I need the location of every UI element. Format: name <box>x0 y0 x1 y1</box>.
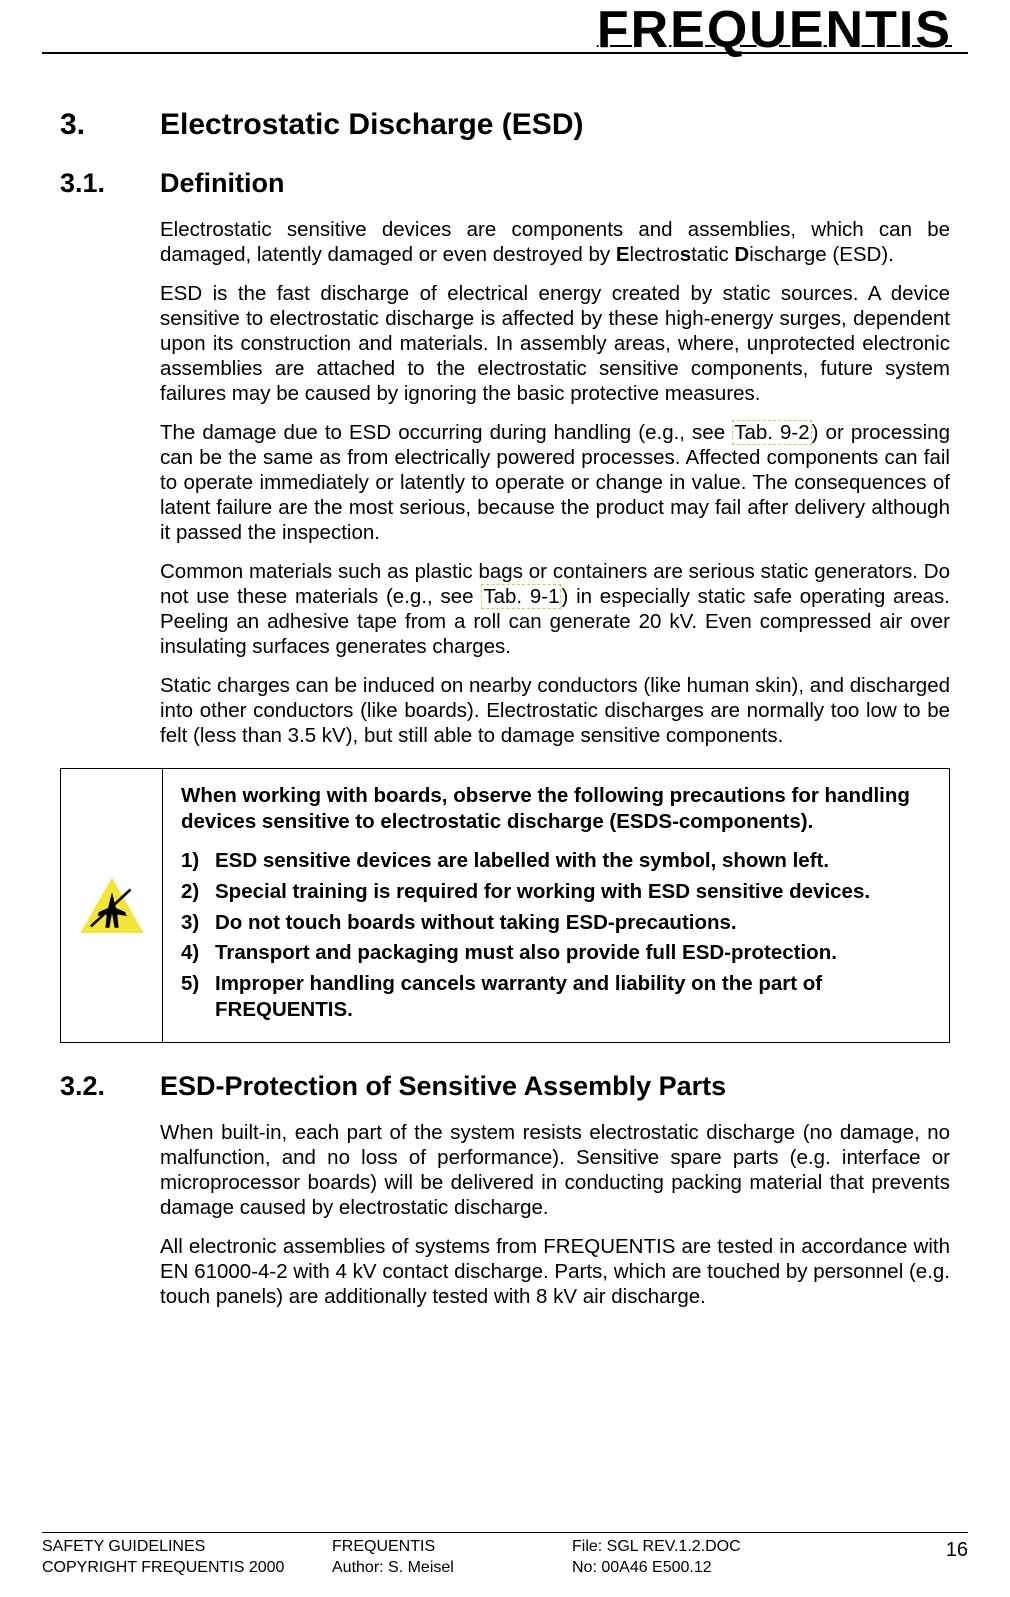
footer-copyright: COPYRIGHT FREQUENTIS 2000 <box>42 1558 332 1579</box>
subsection-32-number: 3.2. <box>60 1071 160 1102</box>
footer-file: File: SGL REV.1.2.DOC <box>572 1537 862 1558</box>
section-heading: 3. Electrostatic Discharge (ESD) <box>60 108 950 142</box>
subsection-32-title: ESD-Protection of Sensitive Assembly Par… <box>160 1071 726 1102</box>
esd-warning-text: When working with boards, observe the fo… <box>163 769 949 1042</box>
page-footer: SAFETY GUIDELINES COPYRIGHT FREQUENTIS 2… <box>42 1532 968 1579</box>
esd-warning-icon-cell <box>61 769 163 1042</box>
esd-warning-item: ESD sensitive devices are labelled with … <box>181 848 931 875</box>
footer-doc-title: SAFETY GUIDELINES <box>42 1537 332 1558</box>
footer-page-number: 16 <box>862 1537 968 1563</box>
para-protection-2: All electronic assemblies of systems fro… <box>160 1234 950 1309</box>
esd-warning-item: Transport and packaging must also provid… <box>181 940 931 967</box>
esd-warning-list: ESD sensitive devices are labelled with … <box>181 848 931 1024</box>
para-protection-1: When built-in, each part of the system r… <box>160 1120 950 1220</box>
ref-tab-9-1[interactable]: Tab. 9-1 <box>481 584 561 609</box>
footer-docno: No: 00A46 E500.12 <box>572 1558 862 1579</box>
subsection-31-title: Definition <box>160 168 284 199</box>
para-definition-2: ESD is the fast discharge of electrical … <box>160 281 950 406</box>
content-area: 3. Electrostatic Discharge (ESD) 3.1. De… <box>60 108 950 1323</box>
para-definition-5: Static charges can be induced on nearby … <box>160 673 950 748</box>
section-title: Electrostatic Discharge (ESD) <box>160 108 583 142</box>
esd-warning-box: When working with boards, observe the fo… <box>60 768 950 1043</box>
esd-warning-item: Do not touch boards without taking ESD-p… <box>181 910 931 937</box>
section-number: 3. <box>60 108 160 142</box>
subsection-31-heading: 3.1. Definition <box>60 168 950 199</box>
esd-warning-item: Improper handling cancels warranty and l… <box>181 971 931 1024</box>
esd-warning-item: Special training is required for working… <box>181 879 931 906</box>
header-rule <box>42 52 968 54</box>
footer-author: Author: S. Meisel <box>332 1558 572 1579</box>
para-definition-1: Electrostatic sensitive devices are comp… <box>160 217 950 267</box>
para-definition-4: Common materials such as plastic bags or… <box>160 559 950 659</box>
ref-tab-9-2[interactable]: Tab. 9-2 <box>732 420 811 445</box>
footer-company: FREQUENTIS <box>332 1537 572 1558</box>
subsection-32-heading: 3.2. ESD-Protection of Sensitive Assembl… <box>60 1071 950 1102</box>
esd-icon <box>79 876 145 936</box>
brand-logo: FREQUENTIS <box>597 0 952 60</box>
esd-warning-intro: When working with boards, observe the fo… <box>181 783 931 834</box>
para-definition-3: The damage due to ESD occurring during h… <box>160 420 950 545</box>
subsection-31-number: 3.1. <box>60 168 160 199</box>
footer-rule <box>42 1532 968 1533</box>
